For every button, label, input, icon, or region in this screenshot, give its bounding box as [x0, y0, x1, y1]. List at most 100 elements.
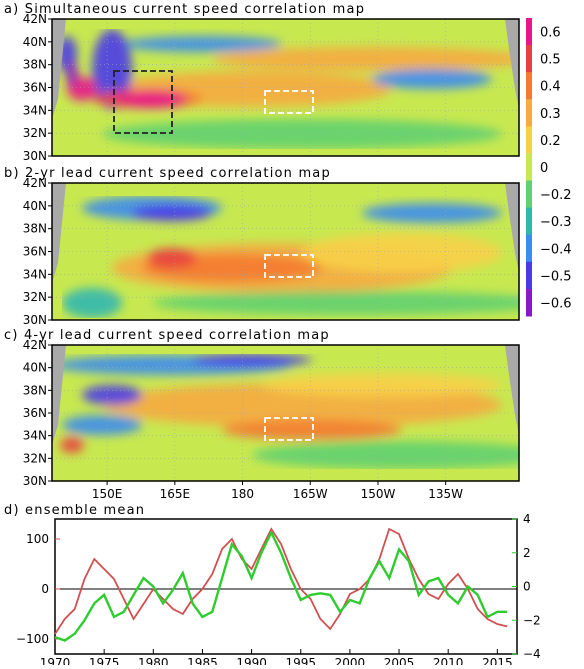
panel-b-title: b) 2-yr lead current speed correlation m… — [4, 166, 331, 181]
correlation-blob — [152, 291, 519, 315]
colorbar-label: −0.5 — [540, 269, 572, 284]
plot-frame — [54, 518, 518, 655]
correlation-blobs — [52, 354, 519, 469]
region-box — [264, 254, 314, 278]
colorbar-swatch — [526, 99, 532, 127]
colorbar-swatch — [526, 18, 532, 46]
lat-tick-label: 34N — [23, 267, 47, 281]
panel-a-title: a) Simultaneous current speed correlatio… — [4, 2, 365, 17]
lat-tick-label: 42N — [23, 12, 47, 26]
correlation-blob — [212, 47, 519, 71]
colorbar-label: 0.3 — [540, 107, 561, 122]
map-panel-b: 42N 40N 38N 36N 34N 32N 30N — [23, 176, 520, 327]
colorbar: 0.6 0.5 0.4 0.3 0.2 0 −0.2 −0.3 −0.4 −0.5 −0.6 — [526, 18, 572, 317]
region-box — [264, 90, 314, 114]
lat-tick-label: 40N — [23, 361, 47, 375]
x-tick-label: 2005 — [384, 656, 415, 665]
land-north-america — [505, 19, 519, 109]
correlation-blob — [62, 415, 142, 435]
left-tick-label: 100 — [26, 532, 49, 546]
correlation-blob — [117, 90, 187, 108]
land-japan — [52, 345, 66, 445]
colorbar-swatch — [526, 261, 532, 290]
lat-tick-label: 30N — [23, 313, 47, 327]
x-tick-label: 1995 — [285, 656, 316, 665]
correlation-field — [52, 183, 519, 318]
correlation-field — [52, 19, 519, 149]
right-tick-label: 0 — [523, 580, 531, 594]
correlation-blob — [262, 373, 502, 397]
lat-tick-label: 42N — [23, 176, 47, 190]
colorbar-label: −0.4 — [540, 242, 572, 257]
colorbar-label: 0.5 — [540, 53, 561, 68]
x-tick-label: 1985 — [187, 656, 218, 665]
lon-tick-label: 180 — [231, 487, 254, 501]
correlation-blobs — [57, 29, 519, 149]
colorbar-swatch — [526, 45, 532, 73]
region-box — [113, 70, 173, 134]
colorbar-swatch — [526, 234, 532, 263]
colorbar-swatch — [526, 72, 532, 100]
lon-tick-label: 135W — [428, 487, 463, 501]
series-current-speed-line — [54, 527, 508, 635]
colorbar-swatch — [526, 288, 532, 317]
lat-tick-label: 42N — [23, 338, 47, 352]
correlation-blob — [62, 288, 122, 318]
lat-tick-label: 38N — [23, 58, 47, 72]
correlation-blob — [372, 69, 492, 89]
right-tick-label: −2 — [523, 613, 541, 627]
x-tick-label: 2010 — [433, 656, 464, 665]
correlation-blob — [102, 119, 502, 149]
colorbar-label: 0.4 — [540, 80, 561, 95]
correlation-blob — [222, 420, 402, 440]
correlation-blob — [92, 29, 132, 109]
colorbar-swatch — [526, 153, 532, 182]
land-japan — [52, 183, 66, 283]
right-tick-label: 4 — [523, 512, 531, 526]
right-tick-label: −4 — [523, 647, 541, 661]
lat-tick-label: 40N — [23, 35, 47, 49]
lon-tick-label: 165E — [160, 487, 191, 501]
correlation-blob — [192, 354, 312, 366]
correlation-blob — [132, 205, 212, 221]
colorbar-label: 0.2 — [540, 134, 561, 149]
lat-tick-label: 40N — [23, 199, 47, 213]
x-tick-label: 1980 — [138, 656, 169, 665]
colorbar-label: −0.6 — [540, 296, 572, 311]
chart-title: d) ensemble mean — [4, 503, 145, 518]
colorbar-label: −0.2 — [540, 188, 572, 203]
lat-tick-label: 30N — [23, 149, 47, 163]
correlation-blob — [60, 437, 84, 453]
lat-tick-label: 36N — [23, 245, 47, 259]
x-tick-label: 1970 — [40, 656, 71, 665]
colorbar-swatch — [526, 207, 532, 236]
x-tick-label: 2000 — [335, 656, 366, 665]
lat-tick-label: 30N — [23, 474, 47, 488]
lat-tick-label: 38N — [23, 222, 47, 236]
correlation-field — [52, 345, 519, 469]
lon-tick-label: 165W — [293, 487, 328, 501]
lat-tick-label: 32N — [23, 126, 47, 140]
colorbar-label: 0.6 — [540, 26, 561, 41]
region-box — [264, 417, 314, 441]
left-tick-label: 0 — [41, 582, 49, 596]
correlation-blob — [122, 36, 282, 52]
correlation-blob — [66, 62, 78, 86]
lon-tick-label: 150E — [92, 487, 123, 501]
correlation-blob — [147, 248, 197, 268]
lat-tick-label: 32N — [23, 451, 47, 465]
correlation-blob — [82, 385, 142, 405]
timeseries-panel: 100 0 −100 4 2 0 −2 −4 1970 1975 1980 1985 1990 1995 2… — [16, 512, 541, 669]
lat-tick-label: 34N — [23, 429, 47, 443]
correlation-blob — [302, 233, 502, 273]
left-tick-label: −100 — [16, 632, 49, 646]
correlation-blob — [362, 203, 502, 223]
colorbar-label: 0 — [540, 161, 548, 176]
colorbar-swatch — [526, 180, 532, 209]
land-japan — [52, 19, 66, 119]
colorbar-swatch — [526, 126, 532, 154]
x-tick-label: 1990 — [236, 656, 267, 665]
lat-tick-label: 36N — [23, 406, 47, 420]
map-panel-a: 42N 40N 38N 36N 34N 32N 30N — [23, 12, 520, 163]
